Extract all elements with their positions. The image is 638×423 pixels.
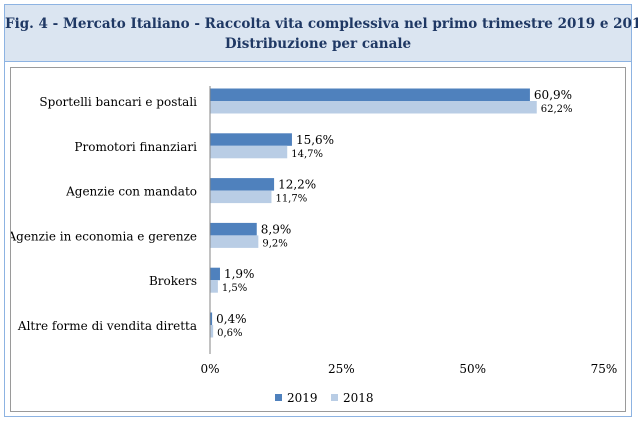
category-label-promotori-finanziari: Promotori finanziari (74, 140, 197, 154)
bar-2019-agenzie-in-economia-e-gerenze (210, 222, 257, 236)
x-tick-label-50: 50% (459, 362, 486, 376)
legend-swatch-2018 (331, 394, 338, 401)
data-label-2019-altre-forme-di-vendita-diretta: 0,4% (216, 312, 247, 326)
data-label-2019-agenzie-con-mandato: 12,2% (278, 178, 316, 192)
legend-label-2018: 2018 (343, 391, 374, 405)
bar-2018-sportelli-bancari-e-postali (210, 101, 537, 114)
data-label-2018-promotori-finanziari: 14,7% (291, 149, 323, 160)
bar-2018-agenzie-con-mandato (210, 190, 272, 204)
x-tick-label-25: 25% (328, 362, 355, 376)
data-label-2018-brokers: 1,5% (222, 283, 247, 294)
data-label-2019-promotori-finanziari: 15,6% (296, 133, 334, 147)
bar-2018-brokers (210, 280, 218, 293)
legend-swatch-2019 (275, 394, 282, 401)
bar-2019-altre-forme-di-vendita-diretta (210, 312, 213, 325)
figure-title: Fig. 4 - Mercato Italiano - Raccolta vit… (5, 16, 638, 32)
bar-2018-altre-forme-di-vendita-diretta (210, 325, 214, 338)
x-tick-label-75: 75% (591, 362, 618, 376)
category-label-brokers: Brokers (149, 274, 197, 288)
figure-frame: Fig. 4 - Mercato Italiano - Raccolta vit… (4, 4, 638, 417)
data-label-2019-sportelli-bancari-e-postali: 60,9% (534, 88, 572, 102)
bar-2019-brokers (210, 267, 220, 281)
data-label-2019-agenzie-in-economia-e-gerenze: 8,9% (261, 222, 292, 236)
chart-area: Sportelli bancari e postali 60,9% 62,2% Pro… (6, 67, 626, 412)
data-label-2018-agenzie-in-economia-e-gerenze: 9,2% (262, 238, 287, 249)
bar-2018-promotori-finanziari (210, 145, 288, 159)
data-label-2018-sportelli-bancari-e-postali: 62,2% (541, 104, 573, 115)
bar-2019-sportelli-bancari-e-postali (210, 88, 530, 101)
figure-header: Fig. 4 - Mercato Italiano - Raccolta vit… (5, 5, 638, 62)
figure-subtitle: Distribuzione per canale (224, 36, 412, 52)
x-tick-label-0: 0% (200, 362, 219, 376)
category-label-altre-forme-di-vendita-diretta: Altre forme di vendita diretta (17, 319, 197, 333)
legend-label-2019: 2019 (287, 391, 318, 405)
data-label-2018-agenzie-con-mandato: 11,7% (275, 194, 307, 205)
bar-2018-agenzie-in-economia-e-gerenze (210, 235, 259, 248)
category-label-agenzie-con-mandato: Agenzie con mandato (65, 185, 197, 199)
data-label-2019-brokers: 1,9% (224, 267, 255, 281)
bar-2019-agenzie-con-mandato (210, 178, 275, 191)
data-label-2018-altre-forme-di-vendita-diretta: 0,6% (217, 328, 242, 339)
bar-2019-promotori-finanziari (210, 133, 292, 146)
bar-chart: Sportelli bancari e postali 60,9% 62,2% Pro… (6, 86, 618, 405)
category-label-sportelli-bancari-e-postali: Sportelli bancari e postali (39, 95, 197, 109)
category-label-agenzie-in-economia-e-gerenze: Agenzie in economia e gerenze (11, 229, 197, 243)
